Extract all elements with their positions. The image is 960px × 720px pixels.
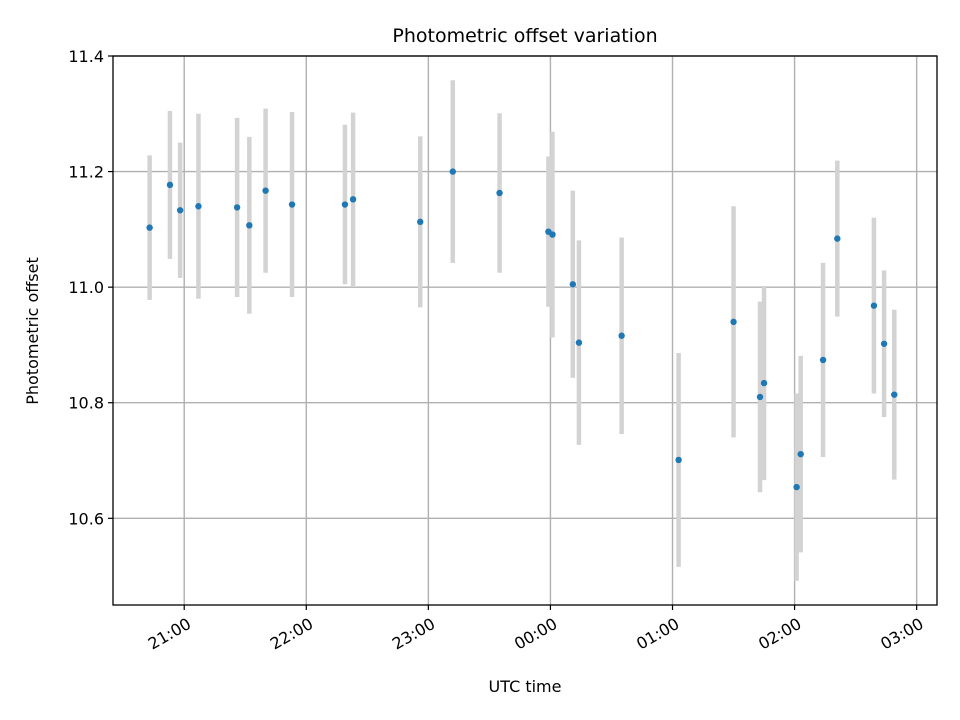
data-point xyxy=(756,393,764,401)
data-point xyxy=(880,340,888,347)
plot-frame xyxy=(112,55,938,606)
y-tick-label: 10.8 xyxy=(68,394,104,413)
data-point xyxy=(870,302,878,309)
data-point xyxy=(549,231,556,238)
data-point xyxy=(618,332,625,339)
data-point xyxy=(417,218,424,226)
data-point xyxy=(569,281,577,288)
data-point xyxy=(891,391,898,398)
data-point xyxy=(834,235,841,242)
data-point xyxy=(262,187,269,194)
data-point xyxy=(449,168,456,175)
data-point xyxy=(496,189,503,197)
data-point xyxy=(675,456,682,464)
data-point xyxy=(146,224,153,231)
y-tick-label: 11.4 xyxy=(68,47,104,66)
x-axis-label: UTC time xyxy=(489,677,562,696)
data-point xyxy=(349,196,357,203)
data-point xyxy=(793,483,800,491)
data-point xyxy=(195,203,202,210)
y-tick-label: 11.2 xyxy=(68,163,104,182)
data-point xyxy=(166,181,174,189)
data-point xyxy=(288,201,296,208)
data-point xyxy=(341,201,349,208)
data-point xyxy=(233,204,241,211)
data-point xyxy=(760,379,768,387)
y-tick-label: 11.0 xyxy=(68,278,104,297)
data-point xyxy=(176,207,184,214)
data-point xyxy=(575,339,583,346)
y-tick-label: 10.6 xyxy=(68,509,104,528)
data-point xyxy=(797,450,804,458)
y-axis-label: Photometric offset xyxy=(23,257,42,405)
data-point xyxy=(246,222,253,229)
chart-title: Photometric offset variation xyxy=(392,25,657,47)
data-point xyxy=(730,318,737,326)
data-point xyxy=(819,356,827,364)
